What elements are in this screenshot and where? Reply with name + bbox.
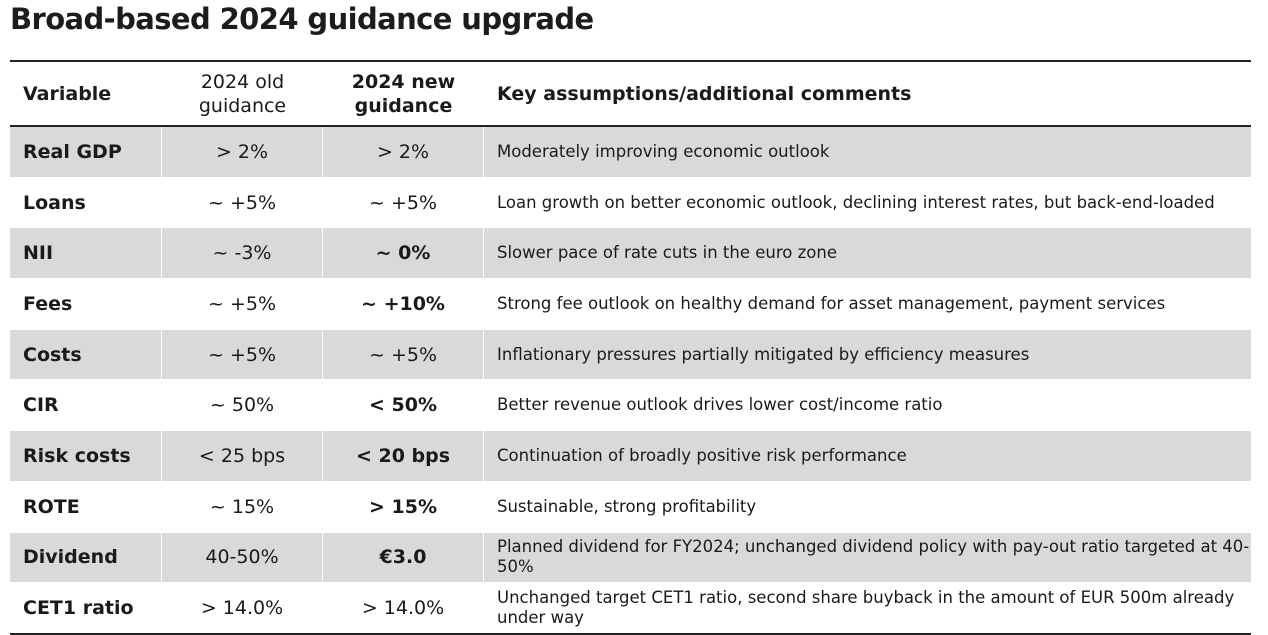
cell-comment: Unchanged target CET1 ratio, second shar…	[497, 588, 1235, 628]
cell-comment: Continuation of broadly positive risk pe…	[497, 445, 907, 465]
cell-new-guidance: > 15%	[368, 495, 437, 518]
cell-variable: CIR	[23, 394, 59, 417]
cell-new-guidance: €3.0	[323, 532, 484, 583]
cell-old-guidance: > 14.0%	[200, 597, 284, 620]
cell-variable: Costs	[10, 329, 162, 380]
cell-old-guidance: 40-50%	[162, 532, 323, 583]
header-old-guidance: 2024 old guidance	[198, 70, 287, 117]
cell-variable: CET1 ratio	[23, 597, 134, 620]
table-row: Costs ~ +5% ~ +5% Inflationary pressures pa…	[10, 329, 1251, 381]
cell-new-guidance: < 20 bps	[323, 431, 484, 481]
cell-new-guidance: ~ +10%	[361, 292, 445, 315]
table-body: Real GDP > 2% > 2% Moderately improving eco…	[10, 127, 1251, 633]
cell-new-guidance: < 50%	[368, 394, 437, 417]
cell-old-guidance: ~ +5%	[207, 191, 277, 214]
table-row: Loans ~ +5% ~ +5% Loan growth on better eco…	[10, 178, 1251, 229]
cell-old-guidance: ~ -3%	[162, 228, 323, 279]
cell-comment: Sustainable, strong profitability	[497, 496, 757, 516]
table-row: CET1 ratio > 14.0% > 14.0% Unchanged target…	[10, 583, 1251, 633]
cell-variable: Fees	[23, 292, 73, 315]
cell-comment: Planned dividend for FY2024; unchanged d…	[497, 537, 1250, 577]
cell-old-guidance: ~ +5%	[162, 329, 323, 380]
table-row: Real GDP > 2% > 2% Moderately improving eco…	[10, 127, 1251, 178]
cell-new-guidance: ~ 0%	[323, 228, 484, 279]
header-new-guidance: 2024 new guidance	[351, 70, 456, 117]
cell-comment: Moderately improving economic outlook	[497, 141, 830, 161]
header-variable: Variable	[23, 82, 112, 105]
cell-variable: NII	[10, 228, 162, 279]
cell-new-guidance: > 14.0%	[361, 597, 445, 620]
cell-variable: Risk costs	[10, 431, 162, 481]
cell-comment: Loan growth on better economic outlook, …	[497, 192, 1215, 212]
cell-old-guidance: ~ +5%	[207, 292, 277, 315]
table-row: NII ~ -3% ~ 0% Slower pace of rate cuts in …	[10, 228, 1251, 280]
table-row: Fees ~ +5% ~ +10% Strong fee outlook on hea…	[10, 279, 1251, 330]
table-row: CIR ~ 50% < 50% Better revenue outlook driv…	[10, 380, 1251, 432]
cell-old-guidance: ~ 50%	[209, 394, 275, 417]
guidance-table: Variable 2024 old guidance 2024 new guid…	[10, 60, 1251, 635]
cell-new-guidance: ~ +5%	[323, 329, 484, 380]
cell-new-guidance: ~ +5%	[368, 191, 438, 214]
cell-comment: Inflationary pressures partially mitigat…	[497, 344, 1030, 364]
table-row: Risk costs < 25 bps < 20 bps Continuation o…	[10, 431, 1251, 482]
cell-variable: Loans	[23, 191, 86, 214]
cell-new-guidance: > 2%	[323, 127, 484, 177]
cell-comment: Strong fee outlook on healthy demand for…	[497, 293, 1166, 313]
table-row: ROTE ~ 15% > 15% Sustainable, strong profit…	[10, 482, 1251, 533]
cell-comment: Better revenue outlook drives lower cost…	[497, 395, 943, 415]
cell-variable: Dividend	[10, 532, 162, 583]
header-comments: Key assumptions/additional comments	[497, 82, 912, 105]
cell-old-guidance: < 25 bps	[162, 431, 323, 481]
cell-variable: Real GDP	[10, 127, 162, 177]
cell-old-guidance: > 2%	[162, 127, 323, 177]
page-title: Broad-based 2024 guidance upgrade	[10, 2, 594, 36]
table-header: Variable 2024 old guidance 2024 new guid…	[10, 62, 1251, 127]
cell-old-guidance: ~ 15%	[209, 495, 275, 518]
cell-variable: ROTE	[23, 495, 80, 518]
cell-comment: Slower pace of rate cuts in the euro zon…	[497, 243, 837, 263]
table-row: Dividend 40-50% €3.0 Planned dividend for F…	[10, 532, 1251, 584]
